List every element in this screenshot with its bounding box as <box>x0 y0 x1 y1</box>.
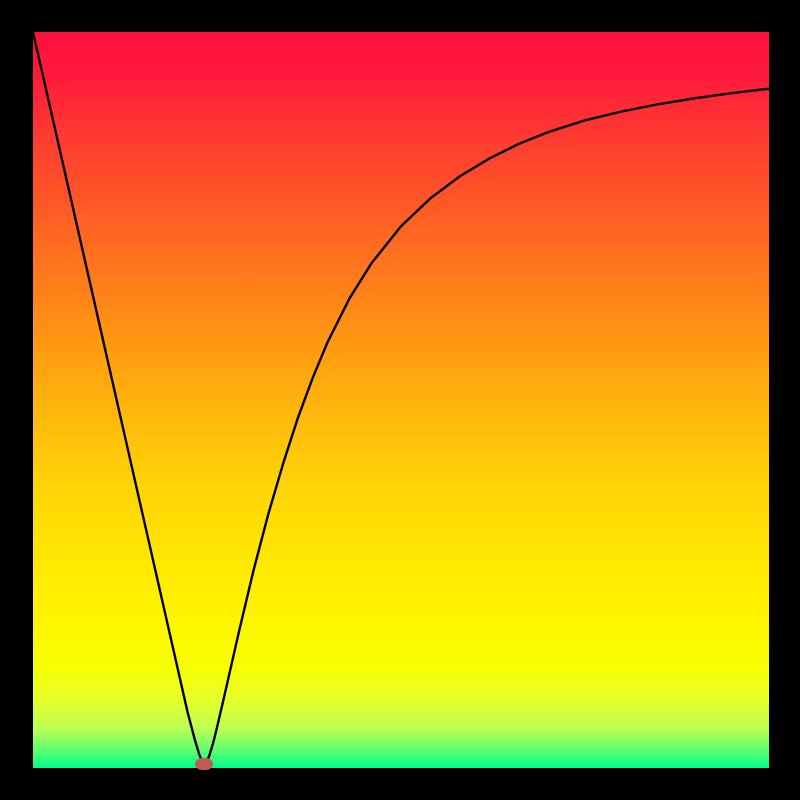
plot-border-right <box>769 32 800 768</box>
plot-border-bottom <box>0 768 800 800</box>
plot-border-top <box>0 0 800 32</box>
plot-area <box>33 32 769 768</box>
plot-border-left <box>0 32 33 768</box>
bottleneck-curve <box>33 32 769 764</box>
curve-svg <box>33 32 769 768</box>
minimum-marker <box>195 758 213 770</box>
chart-container: TheBottleneck.com <box>0 0 800 800</box>
